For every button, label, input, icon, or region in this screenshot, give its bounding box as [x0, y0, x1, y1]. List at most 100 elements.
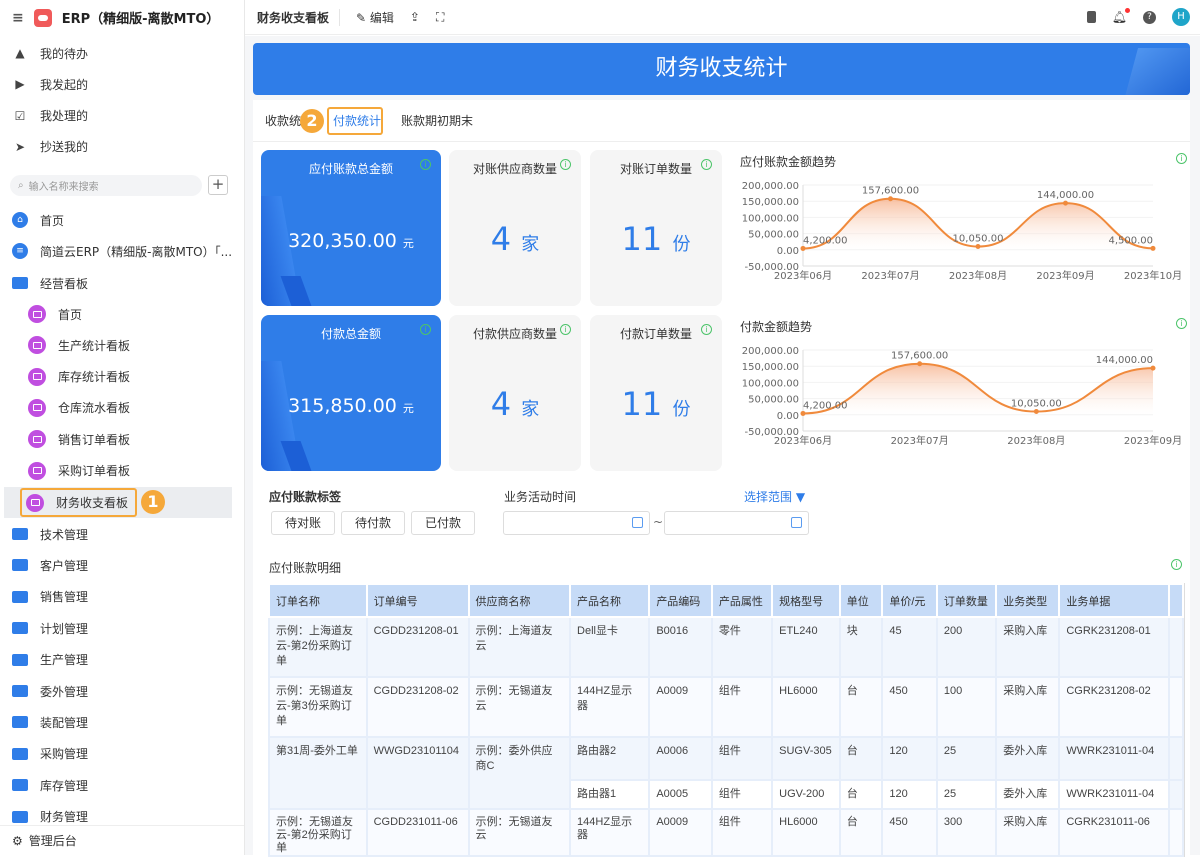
info-icon[interactable]: i [701, 324, 712, 335]
end-date-input[interactable] [664, 511, 809, 535]
sidebar-item-dashboard[interactable]: 财务收支看板 [4, 487, 232, 518]
sidebar-group[interactable]: 技术管理 [12, 523, 88, 545]
send-icon: ➤ [14, 139, 26, 154]
table-row[interactable]: 示例：无锡道友云-第3份采购订单 CGDD231208-02 示例：无锡道友云 144… [268, 676, 1185, 738]
data-point [975, 244, 981, 250]
table-row[interactable]: 路由器1 A0005 组件 UGV-200 台 120 25 委外入库 WWRK231011-0… [269, 779, 1185, 810]
table-cell: 200 [935, 616, 998, 678]
table-row[interactable]: 示例：上海道友云-第2份采购订单 CGDD231208-01 示例：上海道友云 Del… [268, 616, 1185, 678]
start-date-input[interactable] [503, 511, 650, 535]
sidebar-item-quick[interactable]: ➤ 抄送我的 [12, 136, 88, 158]
info-icon[interactable]: i [420, 159, 431, 170]
sidebar-search-input[interactable]: ⌕ 输入名称来搜索 [10, 175, 202, 196]
menu-toggle-icon[interactable]: ≡ [12, 9, 24, 26]
tab[interactable]: 账款期初期末 [401, 114, 474, 128]
data-point [800, 410, 806, 416]
kpi-title: 付款订单数量 [619, 327, 692, 341]
y-tick-label: 150,000.00 [742, 362, 799, 373]
sidebar-group[interactable]: 委外管理 [12, 680, 88, 702]
sidebar-group[interactable]: 财务管理 [12, 806, 88, 828]
table-cell: 采购入库 [995, 616, 1061, 678]
table-cell: 委外入库 [995, 779, 1061, 810]
data-point [1033, 409, 1039, 415]
table-row[interactable]: 第31周-委外工单 WWGD23101104 示例：委外供应商C 路由器2 A0006 组… [268, 736, 1185, 810]
annotation-highlight-2 [327, 107, 383, 135]
admin-link[interactable]: ⚙ 管理后台 [0, 825, 244, 855]
avatar[interactable]: H [1172, 8, 1190, 26]
table-cell: 25 [935, 736, 998, 781]
kpi-card: 付款订单数量 i 11 份 [590, 315, 722, 471]
tag-filter-label: 应付账款标签 [269, 490, 342, 504]
sidebar-item-quick[interactable]: ▶ 我发起的 [12, 73, 88, 95]
sidebar-group[interactable]: 采购管理 [12, 743, 88, 765]
kpi-title: 应付账款总金额 [308, 162, 393, 176]
bell-icon[interactable]: 🔔︎ [1112, 8, 1130, 24]
table-cell: 组件 [710, 779, 774, 810]
book-icon[interactable] [1086, 11, 1096, 23]
data-label: 157,600.00 [862, 186, 919, 197]
sidebar-group[interactable]: 销售管理 [12, 586, 88, 608]
pencil-icon: ✎ [356, 10, 370, 25]
table-cell-extra [1167, 616, 1185, 678]
table-cell: 120 [881, 779, 938, 810]
table-cell: 144HZ显示器 [569, 676, 651, 738]
folder-icon [12, 590, 28, 603]
add-button[interactable]: + [208, 175, 228, 195]
tag-filter-button[interactable]: 已付款 [411, 511, 475, 535]
chart-title: 应付账款金额趋势 [740, 155, 837, 169]
sidebar-item-app[interactable]: ≡ 简道云ERP（精细版-离散MTO）「... [12, 240, 232, 262]
info-icon[interactable]: i [560, 159, 571, 170]
tag-filter-button[interactable]: 待对账 [271, 511, 335, 535]
dashboard-panel: 收款统 付款统计 账款期初期末 应付账款总金额 i 320,350.00 元 对账供应商数… [253, 100, 1190, 857]
kpi-value: 315,850.00 元 [288, 395, 414, 417]
x-tick-label: 2023年10月 [1124, 269, 1182, 282]
info-icon[interactable]: i [701, 159, 712, 170]
sidebar-item-quick[interactable]: ▲ 我的待办 [12, 42, 88, 64]
sidebar-group[interactable]: 客户管理 [12, 554, 88, 576]
sidebar-group[interactable]: 生产管理 [12, 649, 88, 671]
tag-filter-button[interactable]: 待付款 [341, 511, 405, 535]
y-tick-label: 0.00 [777, 411, 799, 422]
sidebar-item-dashboard[interactable]: 仓库流水看板 [28, 397, 130, 419]
sidebar-item-quick[interactable]: ☑ 我处理的 [12, 105, 88, 127]
info-icon[interactable]: i [560, 324, 571, 335]
fullscreen-icon[interactable]: ⛶ [435, 9, 445, 24]
sidebar-group[interactable]: 库存管理 [12, 774, 88, 796]
table-cell: 采购入库 [995, 676, 1061, 738]
tab[interactable]: 付款统计 [333, 114, 382, 128]
data-point [888, 196, 893, 202]
edit-button[interactable]: ✎ 编辑 [356, 10, 394, 25]
sidebar-item-dashboard[interactable]: 首页 [28, 303, 82, 325]
info-icon[interactable]: i [1176, 318, 1187, 329]
x-tick-label: 2023年08月 [949, 269, 1007, 282]
help-icon[interactable]: ? [1143, 10, 1156, 24]
sidebar-item-dashboard[interactable]: 采购订单看板 [28, 460, 130, 482]
kpi-title: 付款供应商数量 [472, 327, 557, 341]
data-label: 144,000.00 [1096, 355, 1153, 366]
data-label: 4,200.00 [803, 400, 848, 411]
range-select[interactable]: 选择范围 ▼ [744, 490, 806, 504]
table-cell: 台 [838, 779, 884, 810]
sidebar-group-dashboards[interactable]: 经营看板 [12, 272, 88, 294]
info-icon[interactable]: i [420, 324, 431, 335]
kpi-card: 应付账款总金额 i 320,350.00 元 [261, 150, 441, 306]
sidebar-group[interactable]: 计划管理 [12, 617, 88, 639]
topbar: 财务收支看板 ✎ 编辑 ⇪ ⛶ 🔔︎ ? H [245, 0, 1200, 35]
sidebar-item-dashboard[interactable]: 生产统计看板 [28, 334, 130, 356]
table-row[interactable]: 示例：无锡道友云-第2份采购订单 CGDD231011-06 示例：无锡道友云 144… [268, 808, 1185, 857]
sidebar-item-home[interactable]: ⌂ 首页 [12, 209, 64, 231]
table-cell: 示例：无锡道友云-第2份采购订单 [268, 808, 368, 857]
info-icon[interactable]: i [1171, 559, 1182, 570]
tab[interactable]: 收款统 [265, 114, 302, 128]
folder-icon [12, 559, 28, 572]
table-cell-extra [1167, 779, 1185, 810]
sidebar-item-dashboard[interactable]: 销售订单看板 [28, 428, 130, 450]
kpi-title: 对账订单数量 [619, 162, 692, 176]
table-cell: 采购入库 [995, 808, 1061, 857]
sidebar-item-dashboard[interactable]: 库存统计看板 [28, 366, 130, 388]
share-icon[interactable]: ⇪ [409, 10, 420, 24]
sidebar-group[interactable]: 装配管理 [12, 711, 88, 733]
table-cell: 144HZ显示器 [569, 808, 651, 857]
dashboard-icon [26, 493, 44, 512]
info-icon[interactable]: i [1176, 153, 1187, 164]
